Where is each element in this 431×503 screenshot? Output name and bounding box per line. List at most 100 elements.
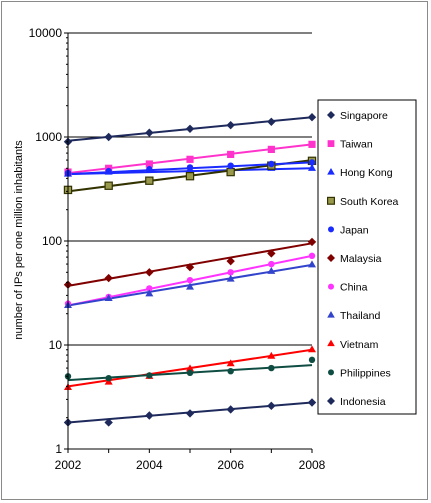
data-point-indonesia [145, 411, 154, 420]
data-point-malaysia [226, 256, 235, 266]
data-point-south-korea [145, 176, 154, 185]
legend-label: Japan [340, 224, 369, 236]
data-point-indonesia [226, 405, 235, 414]
legend-label: Indonesia [340, 396, 386, 408]
data-point-vietnam [226, 359, 235, 367]
legend-marker [327, 111, 335, 119]
data-point-thailand [226, 274, 235, 282]
data-point-south-korea [104, 181, 113, 190]
data-point-japan [227, 162, 234, 169]
data-point-thailand [267, 267, 276, 274]
data-point-malaysia [104, 273, 113, 283]
data-point-china [186, 276, 194, 284]
data-point-taiwan [145, 160, 153, 168]
x-tick-label: 2002 [55, 458, 82, 472]
legend-label: Vietnam [340, 339, 379, 351]
data-point-malaysia [185, 262, 195, 272]
legend-marker [327, 311, 335, 318]
legend-marker [327, 339, 335, 347]
data-point-japan [308, 159, 316, 166]
data-point-vietnam [186, 364, 194, 372]
data-point-china [146, 285, 153, 292]
legend-item: Thailand [327, 310, 380, 322]
data-point-vietnam [267, 351, 276, 359]
data-point-singapore [226, 120, 235, 130]
data-point-south-korea [185, 171, 195, 181]
y-tick-label: 10000 [29, 26, 63, 40]
legend-item: Vietnam [327, 339, 379, 351]
data-point-philippines [146, 372, 153, 379]
legend-item: China [328, 282, 368, 294]
data-point-hong-kong [308, 163, 316, 171]
data-point-thailand [186, 282, 194, 290]
data-point-singapore [145, 128, 154, 137]
data-point-singapore [307, 113, 317, 122]
data-point-indonesia [104, 418, 113, 427]
y-tick-label: 10 [49, 338, 63, 352]
legend-label: Thailand [340, 310, 380, 322]
legend-label: Taiwan [340, 139, 373, 151]
data-point-philippines [227, 367, 234, 375]
axes: 1 10 100 1000 10000 2002 2004 2006 2008 [29, 26, 326, 472]
legend-box [317, 99, 417, 415]
y-axis-label: number of IPs per one million inhabitant… [13, 140, 25, 340]
legend-item: Japan [328, 224, 369, 236]
data-point-china [227, 269, 234, 276]
data-markers [63, 113, 317, 427]
legend-item: Taiwan [327, 139, 373, 151]
data-point-indonesia [307, 398, 317, 407]
legend-marker [327, 196, 336, 205]
legend-marker [327, 397, 335, 405]
legend-label: South Korea [340, 196, 399, 208]
y-tick-label: 100 [42, 234, 62, 248]
data-point-japan [146, 166, 153, 173]
legend-marker [328, 226, 334, 233]
data-point-japan [186, 164, 194, 171]
data-point-singapore [267, 117, 276, 127]
data-point-malaysia [267, 249, 276, 258]
data-point-japan [105, 167, 112, 175]
x-tick-label: 2008 [299, 458, 326, 472]
legend-marker [327, 168, 335, 175]
data-point-philippines [268, 364, 275, 372]
data-point-vietnam [308, 345, 316, 353]
legend-item: Hong Kong [327, 167, 393, 179]
data-point-philippines [186, 369, 194, 377]
y-tick-label: 1000 [35, 130, 62, 144]
legend: Singapore Taiwan Hong Kong South Korea Japan… [317, 99, 417, 415]
data-point-taiwan [267, 145, 275, 153]
legend-item: South Korea [327, 196, 399, 208]
legend-item: Malaysia [327, 253, 382, 265]
legend-item: Singapore [327, 110, 388, 122]
legend-label: Hong Kong [340, 167, 393, 179]
data-point-philippines [308, 356, 316, 364]
data-point-singapore [185, 124, 195, 133]
data-point-malaysia [145, 268, 154, 277]
legend-label: Philippines [340, 367, 391, 379]
data-point-thailand [145, 289, 154, 297]
legend-label: Singapore [340, 110, 388, 122]
data-point-china [308, 252, 316, 260]
data-point-indonesia [185, 409, 195, 418]
x-tick-label: 2006 [217, 458, 244, 472]
data-point-philippines [105, 374, 112, 382]
data-point-malaysia [307, 237, 317, 247]
data-point-china [268, 260, 275, 268]
data-point-south-korea [226, 167, 235, 177]
legend-item: Indonesia [327, 396, 386, 408]
legend-marker [328, 283, 334, 290]
data-point-thailand [308, 260, 316, 268]
data-point-taiwan [308, 140, 316, 148]
data-point-singapore [104, 132, 113, 142]
legend-marker [328, 369, 334, 376]
data-point-taiwan [227, 150, 235, 159]
x-tick-label: 2004 [136, 458, 163, 472]
data-point-indonesia [267, 401, 276, 411]
legend-marker [327, 254, 335, 262]
legend-item: Philippines [328, 367, 391, 379]
legend-marker [327, 140, 335, 147]
data-point-taiwan [186, 155, 194, 163]
legend-label: China [340, 282, 368, 294]
data-point-japan [268, 160, 275, 168]
